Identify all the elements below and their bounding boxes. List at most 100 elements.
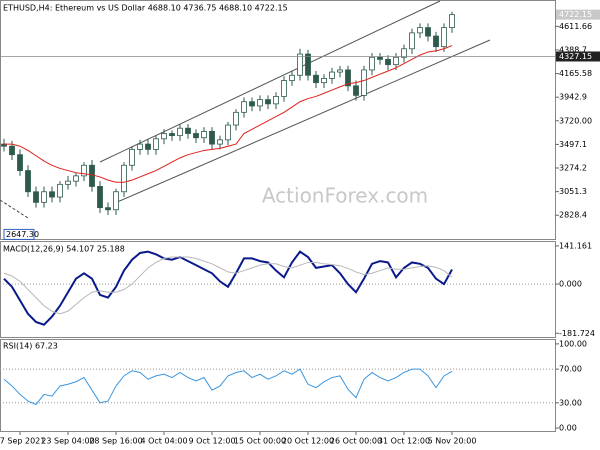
series-line	[3, 250, 453, 326]
candle-body	[409, 32, 415, 50]
candle-body	[273, 96, 279, 105]
candle-body	[57, 183, 63, 198]
candle-body	[353, 85, 359, 96]
x-tick-label: 26 Oct 00:00	[330, 437, 382, 446]
candle-body	[105, 207, 111, 211]
candle-body	[329, 71, 335, 79]
x-tick-label: 15 Oct 00:00	[234, 437, 286, 446]
candle-body	[401, 48, 407, 58]
chart-title: ETHUSD,H4: Ethereum vs US Dollar 4688.10…	[3, 4, 288, 13]
candle-body	[153, 138, 159, 150]
candle-body	[193, 133, 199, 139]
series-line	[3, 368, 453, 406]
candle-body	[369, 56, 375, 71]
candle-body	[209, 130, 215, 145]
candle-body	[345, 69, 351, 87]
candle-body	[281, 80, 287, 97]
candle-body	[25, 170, 31, 193]
y-tick-label: 0.000	[559, 280, 582, 289]
candle-body	[33, 191, 39, 203]
y-tick-label: 4611.66	[559, 22, 592, 31]
y-tick-label: 100.00	[559, 339, 587, 348]
candle-body	[337, 69, 343, 73]
low-label: 2647.30	[6, 230, 39, 239]
rsi-panel	[0, 339, 556, 432]
candle-body	[81, 164, 87, 177]
candle-body	[425, 27, 431, 37]
candle-body	[169, 133, 175, 137]
candle-body	[9, 145, 15, 156]
candle-body	[393, 56, 399, 66]
y-tick-label: 4165.58	[559, 69, 592, 78]
candle-body	[225, 124, 231, 141]
candle-body	[305, 53, 311, 76]
candle-body	[121, 164, 127, 193]
moving-average	[4, 45, 453, 183]
candle-body	[145, 143, 151, 150]
y-tick-label: 2828.4	[559, 211, 587, 220]
candle-body	[177, 127, 183, 137]
candle-body	[201, 130, 207, 139]
candle-body	[385, 58, 391, 66]
candle-body	[41, 191, 47, 203]
trend-dashed	[0, 199, 29, 219]
candle-body	[321, 78, 327, 84]
candle-body	[161, 133, 167, 140]
candle-body	[137, 143, 143, 150]
candle-body	[417, 27, 423, 34]
candle-body	[233, 111, 239, 126]
last-price-box	[556, 9, 600, 20]
candle-body	[377, 56, 383, 60]
candle-body	[73, 175, 79, 182]
candle-body	[217, 139, 223, 145]
candle-body	[257, 99, 263, 107]
candle-body	[441, 27, 447, 48]
series-line	[3, 256, 453, 315]
candle-body	[265, 99, 271, 105]
candle-body	[129, 148, 135, 166]
x-tick-label: 23 Sep 04:00	[41, 437, 94, 446]
y-tick-label: 4388.7	[559, 45, 587, 54]
y-tick-label: 141.161	[559, 241, 592, 250]
y-tick-label: 70.00	[559, 365, 582, 374]
candle-body	[289, 74, 295, 81]
x-tick-label: 4 Oct 04:00	[140, 437, 187, 446]
rsi-title: RSI(14) 67.23	[3, 342, 58, 351]
y-tick-label: 30.00	[559, 398, 582, 407]
price-panel	[0, 0, 556, 240]
candle-body	[433, 35, 439, 48]
candle-body	[185, 127, 191, 134]
y-tick-label: 0.00	[559, 424, 577, 433]
bid-label: 4327.15	[559, 52, 592, 61]
channel-lower	[114, 39, 491, 204]
x-tick-label: 31 Oct 12:00	[378, 437, 430, 446]
candle-body	[65, 180, 71, 185]
candle-body	[361, 69, 367, 96]
x-tick-label: 28 Sep 16:00	[89, 437, 142, 446]
candle-body	[241, 101, 247, 113]
y-tick-label: 3051.3	[559, 187, 587, 196]
y-tick-label: 3720.00	[559, 116, 592, 125]
macd-panel	[0, 241, 556, 338]
low-label-box	[3, 228, 35, 240]
x-tick-label: 5 Nov 20:00	[428, 437, 477, 446]
channel-upper	[99, 0, 441, 163]
y-tick-label: 3942.9	[559, 93, 587, 102]
watermark: ActionForex.com	[262, 184, 428, 208]
last-price-label: 4722.15	[559, 10, 592, 19]
candle-body	[313, 74, 319, 84]
y-tick-label: 3497.1	[559, 140, 587, 149]
macd-title: MACD(12,26,9) 54.107 25.188	[3, 245, 125, 254]
x-tick-label: 9 Oct 12:00	[188, 437, 235, 446]
candle-body	[89, 164, 95, 187]
y-tick-label: 3274.2	[559, 164, 587, 173]
candle-body	[17, 154, 23, 171]
x-tick-label: 20 Oct 12:00	[282, 437, 334, 446]
bid-label-box	[556, 51, 600, 62]
candle-body	[297, 53, 303, 76]
y-tick-label: -181.724	[559, 329, 595, 338]
candle-body	[249, 101, 255, 107]
candle-body	[97, 186, 103, 209]
candle-body	[113, 191, 119, 211]
